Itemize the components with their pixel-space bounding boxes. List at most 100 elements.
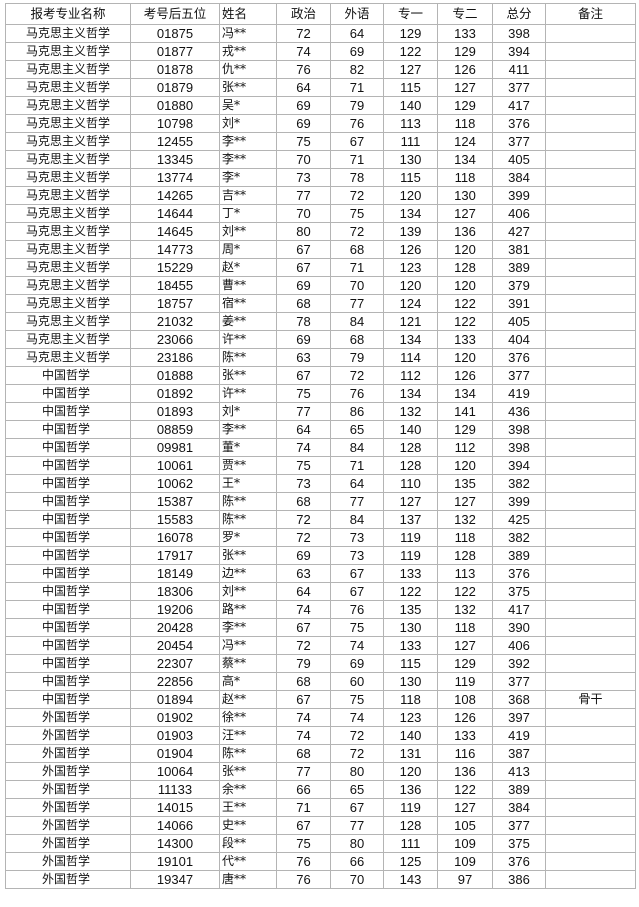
cell-major: 马克思主义哲学 (5, 78, 131, 97)
cell-subject-2: 132 (437, 510, 493, 529)
cell-exam-id: 01879 (130, 78, 220, 97)
cell-foreign-language: 71 (330, 258, 384, 277)
cell-subject-2: 128 (437, 258, 493, 277)
cell-foreign-language: 76 (330, 114, 384, 133)
cell-total: 399 (492, 186, 546, 205)
table-row: 中国哲学 01888 张** 67 72 112 126 377 (5, 366, 636, 385)
cell-subject-1: 110 (383, 474, 438, 493)
cell-foreign-language: 65 (330, 420, 384, 439)
cell-politics: 68 (276, 294, 331, 313)
cell-name: 吴* (219, 96, 277, 115)
cell-total: 425 (492, 510, 546, 529)
cell-name: 李** (219, 618, 277, 637)
cell-exam-id: 18306 (130, 582, 220, 601)
cell-subject-1: 123 (383, 708, 438, 727)
cell-total: 417 (492, 96, 546, 115)
cell-subject-1: 131 (383, 744, 438, 763)
cell-note (545, 420, 636, 439)
cell-major: 中国哲学 (5, 546, 131, 565)
cell-name: 冯** (219, 636, 277, 655)
cell-total: 381 (492, 240, 546, 259)
cell-name: 吉** (219, 186, 277, 205)
cell-name: 周* (219, 240, 277, 259)
cell-politics: 79 (276, 654, 331, 673)
cell-note (545, 204, 636, 223)
table-row: 马克思主义哲学 14265 吉** 77 72 120 130 399 (5, 186, 636, 205)
cell-major: 中国哲学 (5, 510, 131, 529)
cell-exam-id: 01894 (130, 690, 220, 709)
cell-subject-2: 128 (437, 546, 493, 565)
cell-subject-2: 112 (437, 438, 493, 457)
cell-subject-1: 134 (383, 330, 438, 349)
cell-foreign-language: 74 (330, 636, 384, 655)
cell-exam-id: 13774 (130, 168, 220, 187)
cell-note (545, 618, 636, 637)
cell-major: 马克思主义哲学 (5, 24, 131, 43)
cell-subject-2: 120 (437, 276, 493, 295)
table-row: 外国哲学 14066 史** 67 77 128 105 377 (5, 816, 636, 835)
cell-total: 386 (492, 870, 546, 889)
cell-total: 376 (492, 852, 546, 871)
cell-major: 马克思主义哲学 (5, 42, 131, 61)
cell-name: 陈** (219, 348, 277, 367)
cell-politics: 69 (276, 96, 331, 115)
cell-major: 中国哲学 (5, 690, 131, 709)
cell-subject-2: 133 (437, 726, 493, 745)
cell-major: 马克思主义哲学 (5, 60, 131, 79)
cell-exam-id: 01903 (130, 726, 220, 745)
cell-subject-1: 119 (383, 798, 438, 817)
cell-exam-id: 09981 (130, 438, 220, 457)
cell-total: 390 (492, 618, 546, 637)
cell-politics: 63 (276, 348, 331, 367)
cell-subject-2: 129 (437, 654, 493, 673)
cell-exam-id: 17917 (130, 546, 220, 565)
cell-subject-1: 114 (383, 348, 438, 367)
cell-name: 陈** (219, 510, 277, 529)
header-politics: 政治 (276, 3, 331, 25)
cell-total: 417 (492, 600, 546, 619)
cell-subject-1: 130 (383, 672, 438, 691)
cell-exam-id: 01880 (130, 96, 220, 115)
cell-total: 389 (492, 258, 546, 277)
cell-subject-1: 128 (383, 456, 438, 475)
cell-major: 马克思主义哲学 (5, 96, 131, 115)
header-major: 报考专业名称 (5, 3, 131, 25)
header-exam-id: 考号后五位 (130, 3, 220, 25)
cell-foreign-language: 71 (330, 150, 384, 169)
cell-major: 外国哲学 (5, 744, 131, 763)
cell-politics: 74 (276, 708, 331, 727)
cell-foreign-language: 79 (330, 96, 384, 115)
cell-foreign-language: 71 (330, 456, 384, 475)
cell-foreign-language: 71 (330, 78, 384, 97)
cell-major: 中国哲学 (5, 366, 131, 385)
cell-name: 边** (219, 564, 277, 583)
header-total: 总分 (492, 3, 546, 25)
cell-note (545, 384, 636, 403)
header-subject-2: 专二 (437, 3, 493, 25)
cell-exam-id: 10798 (130, 114, 220, 133)
cell-politics: 74 (276, 600, 331, 619)
cell-subject-2: 109 (437, 834, 493, 853)
cell-total: 404 (492, 330, 546, 349)
cell-subject-2: 133 (437, 330, 493, 349)
cell-exam-id: 01877 (130, 42, 220, 61)
cell-subject-1: 126 (383, 240, 438, 259)
cell-name: 宿** (219, 294, 277, 313)
cell-subject-1: 135 (383, 600, 438, 619)
cell-subject-2: 120 (437, 348, 493, 367)
cell-major: 外国哲学 (5, 780, 131, 799)
cell-note (545, 852, 636, 871)
cell-subject-2: 105 (437, 816, 493, 835)
cell-exam-id: 10064 (130, 762, 220, 781)
cell-foreign-language: 77 (330, 816, 384, 835)
cell-total: 419 (492, 726, 546, 745)
cell-note (545, 366, 636, 385)
cell-exam-id: 18455 (130, 276, 220, 295)
cell-note (545, 276, 636, 295)
cell-foreign-language: 72 (330, 744, 384, 763)
cell-note (545, 492, 636, 511)
cell-name: 史** (219, 816, 277, 835)
header-foreign-language: 外语 (330, 3, 384, 25)
cell-total: 411 (492, 60, 546, 79)
cell-name: 李** (219, 150, 277, 169)
